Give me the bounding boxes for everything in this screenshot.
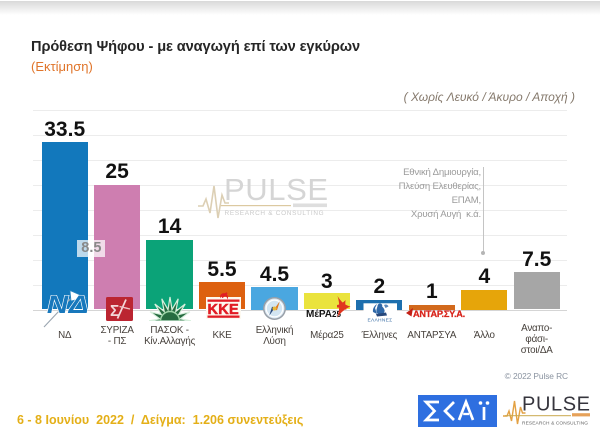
svg-text:ΝΔ: ΝΔ — [47, 290, 89, 318]
svg-text:ΑΝΤΑΡ.ΣΥ.Α.: ΑΝΤΑΡ.ΣΥ.Α. — [413, 309, 465, 319]
svg-text:ΚΚΕ: ΚΚΕ — [208, 302, 240, 318]
svg-text:Σ: Σ — [110, 303, 119, 320]
svg-text:PULSE: PULSE — [522, 394, 591, 416]
svg-text:RESEARCH & CONSULTING: RESEARCH & CONSULTING — [522, 420, 588, 426]
svg-text:ΕΛΛΗΝΕΣ: ΕΛΛΗΝΕΣ — [368, 317, 393, 323]
svg-text:RESEARCH & CONSULTING: RESEARCH & CONSULTING — [225, 210, 325, 217]
svg-text:PULSE: PULSE — [224, 172, 329, 207]
